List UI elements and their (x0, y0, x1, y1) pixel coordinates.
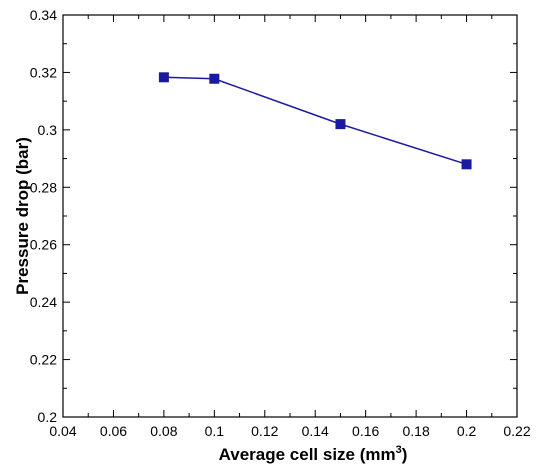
y-tick-label: 0.32 (30, 64, 57, 80)
y-axis-label: Pressure drop (bar) (13, 137, 32, 295)
y-tick-label: 0.24 (30, 294, 57, 310)
y-axis-ticks: 0.2 0.22 0.24 0.26 0.28 0.3 0.32 0.34 (30, 7, 517, 425)
x-axis-label-main: Average cell size (mm (219, 445, 396, 464)
x-tick-label: 0.04 (49, 423, 76, 439)
y-tick-label: 0.34 (30, 7, 57, 23)
x-tick-label: 0.14 (302, 423, 329, 439)
x-tick-label: 0.22 (503, 423, 530, 439)
x-tick-label: 0.1 (205, 423, 225, 439)
series-layer (158, 72, 472, 170)
x-tick-label: 0.12 (251, 423, 278, 439)
data-point-marker (335, 119, 346, 130)
plot-frame (62, 14, 518, 418)
series-line (163, 76, 467, 166)
x-tick-label: 0.08 (150, 423, 177, 439)
y-tick-label: 0.2 (38, 409, 58, 425)
data-point-marker (158, 72, 169, 83)
x-tick-label: 0.06 (100, 423, 127, 439)
x-tick-label: 0.18 (402, 423, 429, 439)
x-axis-label-suffix: ) (402, 445, 408, 464)
y-tick-label: 0.3 (38, 122, 58, 138)
x-tick-label: 0.16 (352, 423, 379, 439)
x-tick-label: 0.2 (457, 423, 477, 439)
y-tick-label: 0.22 (30, 352, 57, 368)
data-point-marker (209, 73, 220, 84)
y-tick-label: 0.26 (30, 237, 57, 253)
x-axis-label-superscript: 3 (396, 444, 402, 456)
x-axis-label: Average cell size (mm3) (219, 444, 408, 464)
data-point-marker (461, 159, 472, 170)
x-axis-ticks: 0.04 0.06 0.08 0.1 0.12 0.14 0.16 0.18 0.2 0.22 (49, 15, 531, 439)
y-tick-label: 0.28 (30, 179, 57, 195)
